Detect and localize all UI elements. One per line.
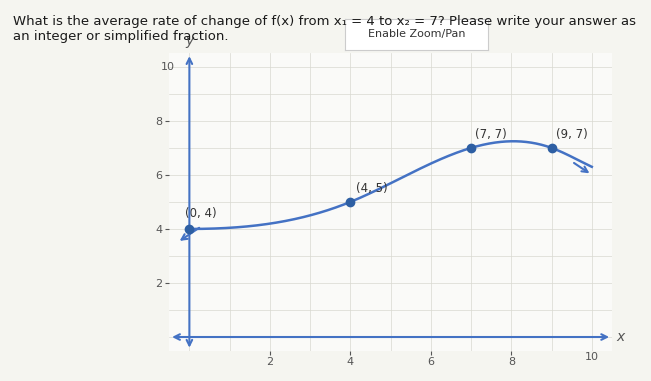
Text: x: x <box>616 330 624 344</box>
Text: 10: 10 <box>585 352 599 362</box>
Text: 10: 10 <box>161 62 175 72</box>
Text: (9, 7): (9, 7) <box>555 128 587 141</box>
Text: (7, 7): (7, 7) <box>475 128 507 141</box>
Text: What is the average rate of change of f(x) from x₁ = 4 to x₂ = 7? Please write y: What is the average rate of change of f(… <box>13 15 636 43</box>
Text: (4, 5): (4, 5) <box>356 182 388 195</box>
Text: y: y <box>186 34 193 48</box>
Text: (0, 4): (0, 4) <box>186 207 217 220</box>
Text: Enable Zoom/Pan: Enable Zoom/Pan <box>368 29 465 39</box>
